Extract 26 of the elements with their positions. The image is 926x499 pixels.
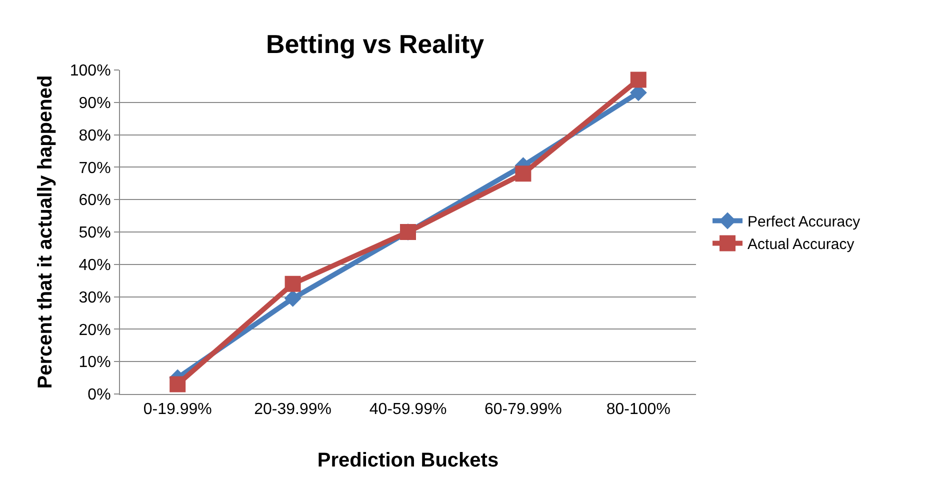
y-tick-label: 70%	[78, 160, 111, 177]
legend-label: Actual Accuracy	[748, 236, 855, 254]
y-axis-title: Percent that it actually happened	[34, 75, 56, 389]
y-tick-label: 10%	[78, 354, 111, 372]
y-tick-label: 80%	[78, 127, 111, 144]
point	[515, 166, 532, 182]
x-axis-title: Prediction Buckets	[317, 450, 499, 472]
chart-title: Betting vs Reality	[266, 29, 485, 60]
y-tick-label: 100%	[70, 62, 111, 80]
point	[630, 72, 646, 88]
legend-label: Perfect Accuracy	[748, 214, 861, 231]
y-tick-label: 40%	[78, 257, 111, 274]
x-tick-label: 0-19.99%	[143, 401, 212, 418]
y-tick-label: 90%	[78, 95, 111, 112]
x-tick-label: 80-100%	[606, 401, 670, 418]
y-tick-label: 60%	[78, 192, 111, 210]
y-tick-label: 50%	[78, 224, 111, 242]
y-tick-label: 0%	[88, 386, 111, 404]
point	[284, 276, 301, 292]
point	[284, 290, 302, 307]
x-tick-label: 60-79.99%	[484, 401, 562, 418]
y-tick-label: 30%	[78, 289, 111, 306]
x-tick-label: 40-59.99%	[369, 401, 447, 418]
x-tick-label: 20-39.99%	[254, 401, 332, 418]
y-tick-label: 20%	[78, 322, 111, 339]
point	[170, 376, 186, 392]
